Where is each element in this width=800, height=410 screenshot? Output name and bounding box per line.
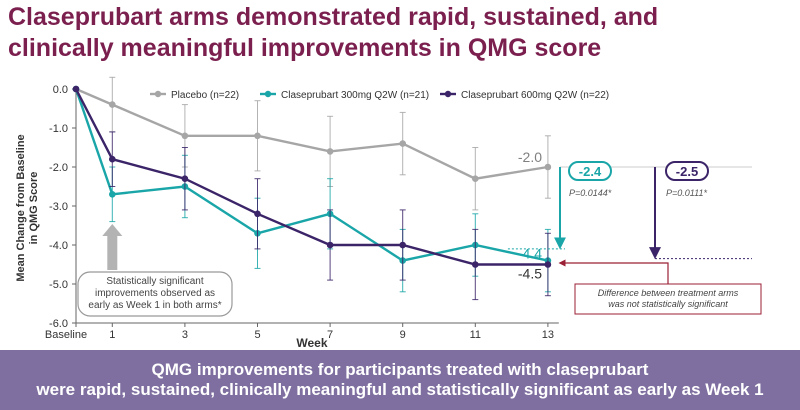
data-point [181,132,189,140]
slide-title-line-1: Claseprubart arms demonstrated rapid, su… [8,3,659,31]
legend-marker [444,90,452,98]
week1-callout-line-3: early as Week 1 in both arms* [88,300,221,311]
data-point [72,85,80,93]
difference-badge-c600 [665,161,709,181]
data-point [254,210,261,218]
difference-value-c600: -2.5 [676,164,698,179]
conclusion-line-1: QMG improvements for participants treate… [151,360,649,379]
data-point [544,261,552,268]
series-line-placebo [75,87,549,180]
conclusion-line-2: were rapid, sustained, clinically meanin… [36,380,764,399]
y-tick-label: -3.0 [49,201,68,213]
slide-title: Claseprubart arms demonstrated rapid, su… [8,2,798,64]
x-tick-label: 5 [254,329,260,341]
legend-marker [264,90,272,98]
p-value-c300: P=0.0144* [569,188,612,198]
week1-callout-line-1: Statistically significant [106,276,203,287]
y-tick-label: -2.0 [49,162,68,174]
difference-badge-c300 [568,161,612,181]
data-point [544,163,552,171]
week1-callout-box [77,271,233,317]
data-point [399,241,407,249]
data-point [109,155,116,163]
data-point [399,140,407,147]
legend-label: Claseprubart 600mg Q2W (n=22) [461,90,609,101]
legend-label: Placebo (n=22) [171,90,239,101]
p-value-c600: P=0.0111* [666,188,707,198]
data-point [326,241,334,249]
y-axis-title-line-2: in QMG Score [28,172,40,245]
x-tick-label: 3 [182,329,188,341]
data-point [326,148,334,155]
between-arms-note-line-1: Difference between treatment arms [598,288,739,298]
end-label-placebo: -2.0 [518,149,542,165]
x-axis-title: Week [296,336,327,350]
series-c300 [72,85,552,293]
data-point [109,191,116,198]
y-tick-label: -4.0 [49,240,68,252]
x-tick-label: 13 [542,329,554,341]
y-tick-label: 0.0 [53,84,68,96]
y-axis-title-line-1: Mean Change from Baseline [15,134,27,281]
between-arms-note-pointer [558,259,669,284]
y-tick-label: -1.0 [49,123,68,135]
data-point [472,261,479,268]
conclusion-banner: QMG improvements for participants treate… [0,350,800,410]
data-point [181,175,189,182]
week1-up-arrow [102,224,123,270]
x-tick-label: Baseline [45,329,87,341]
x-tick-label: 7 [327,329,333,341]
data-point [254,132,261,140]
y-tick-label: -6.0 [49,318,68,330]
data-point [109,101,116,108]
difference-value-c300: -2.4 [579,164,602,179]
y-tick-label: -5.0 [49,279,68,291]
week1-callout-line-2: improvements observed as [95,288,215,299]
legend-marker [154,90,162,98]
legend-label: Claseprubart 300mg Q2W (n=21) [281,90,429,101]
x-tick-label: 1 [109,329,115,341]
between-arms-note-line-2: was not statistically significant [608,299,728,309]
data-point [472,175,479,182]
end-label-c300: -4.4 [518,246,542,262]
series-c600 [72,85,552,301]
end-label-c600: -4.5 [518,266,542,282]
series-line-c600 [74,88,548,266]
slide-title-line-2: clinically meaningful improvements in QM… [8,34,602,62]
x-tick-label: 11 [470,329,481,341]
x-tick-label: 9 [400,329,406,341]
series-line-c300 [74,88,549,262]
